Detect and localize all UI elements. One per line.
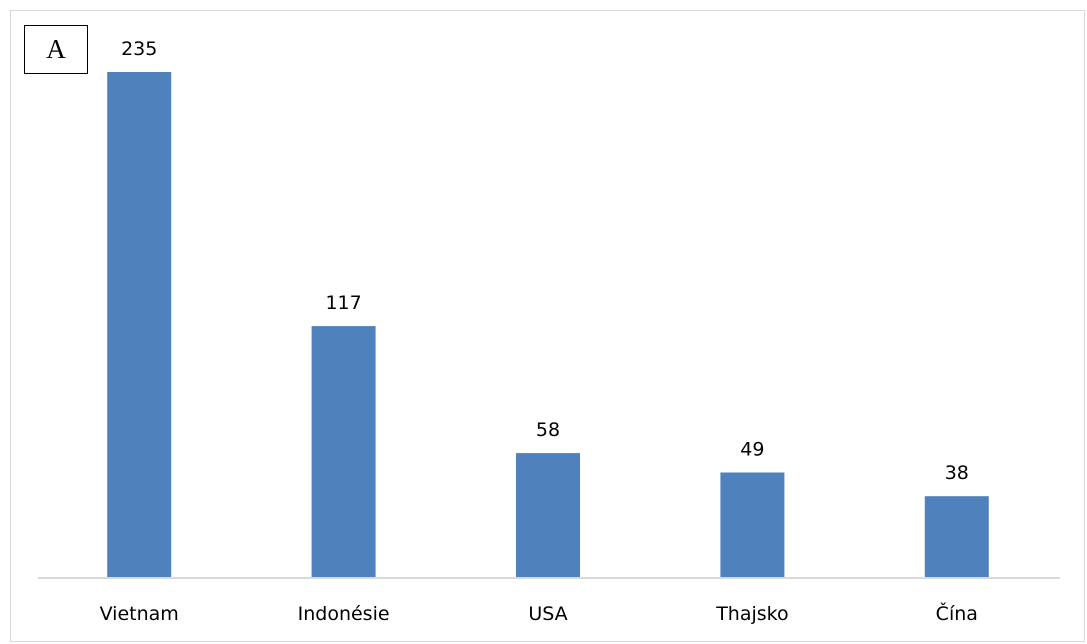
category-label-1: Indonésie xyxy=(298,603,390,625)
bar-4 xyxy=(924,496,989,578)
value-labels-group: 235 117 58 49 38 xyxy=(121,38,969,484)
category-labels-group: Vietnam Indonésie USA Thajsko Čína xyxy=(100,601,978,625)
value-label-2: 58 xyxy=(536,419,560,441)
value-label-0: 235 xyxy=(121,38,157,60)
bar-1 xyxy=(311,326,376,578)
category-label-2: USA xyxy=(528,603,567,625)
category-label-3: Thajsko xyxy=(715,603,788,625)
value-label-4: 38 xyxy=(945,462,969,484)
bar-0 xyxy=(107,72,172,578)
category-label-0: Vietnam xyxy=(100,603,179,625)
bars-group xyxy=(107,72,989,578)
bar-3 xyxy=(720,472,785,578)
category-label-4: Čína xyxy=(936,601,978,625)
value-label-3: 49 xyxy=(740,439,764,461)
bar-2 xyxy=(516,453,580,578)
value-label-1: 117 xyxy=(325,292,361,314)
panel-letter: A xyxy=(24,25,88,74)
